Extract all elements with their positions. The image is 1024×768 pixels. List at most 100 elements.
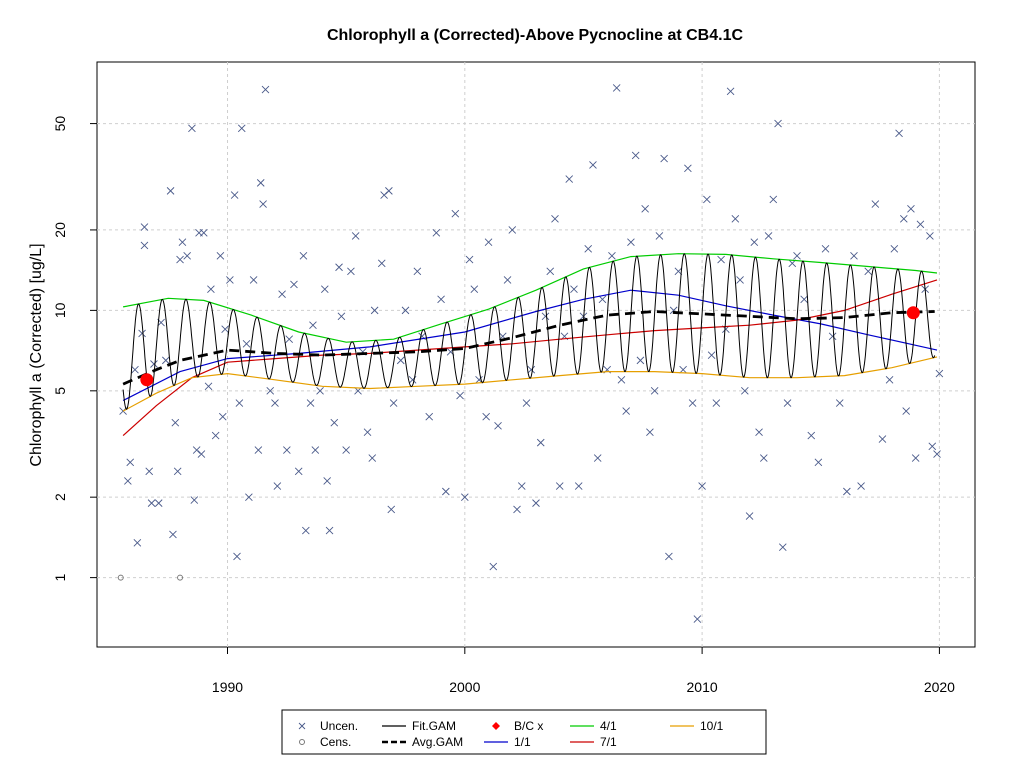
uncensored-point [517, 482, 526, 490]
uncensored-point [536, 438, 545, 447]
uncensored-point [871, 200, 880, 208]
uncensored-point [249, 276, 258, 284]
legend-label: Fit.GAM [412, 719, 456, 733]
uncensored-point [363, 428, 372, 437]
uncensored-point [207, 285, 215, 294]
uncensored-point [769, 195, 778, 204]
uncensored-point [368, 454, 377, 462]
uncensored-point [309, 321, 317, 330]
uncensored-point [693, 615, 702, 623]
uncensored-point [890, 244, 899, 253]
uncensored-point [169, 530, 177, 539]
uncensored-point [850, 252, 858, 260]
y-tick-label: 2 [52, 493, 68, 501]
uncensored-point [330, 418, 339, 427]
uncensored-point [470, 285, 479, 294]
uncensored-point [688, 399, 697, 407]
uncensored-point [793, 252, 801, 260]
uncensored-point [133, 538, 142, 547]
x-tick-label: 2000 [449, 679, 480, 695]
y-tick-label: 20 [52, 222, 68, 238]
uncensored-point [216, 252, 225, 260]
uncensored-point [176, 255, 184, 264]
uncensored-point [199, 229, 208, 237]
uncensored-point [261, 85, 270, 94]
x-tick-label: 2020 [924, 679, 955, 695]
uncensored-point [513, 505, 521, 514]
uncensored-point [320, 285, 329, 294]
uncensored-point [731, 215, 740, 223]
uncensored-point [665, 552, 673, 561]
uncensored-point [593, 454, 602, 462]
uncensored-point [259, 200, 267, 208]
uncensored-point [584, 244, 593, 253]
uncensored-point [351, 232, 360, 240]
axes: 1990 2000 2010 2020 1 2 5 10 20 50 [52, 116, 955, 695]
uncensored-point [717, 255, 725, 264]
uncensored-point [750, 238, 759, 246]
uncensored-point [835, 399, 844, 407]
uncensored-point [437, 295, 445, 304]
uncensored-point [864, 267, 873, 276]
uncensored-point [928, 442, 937, 451]
plot-area-frame [96, 61, 976, 648]
uncensored-point [342, 446, 350, 454]
uncensored-point [278, 290, 286, 298]
uncensored-point [494, 421, 502, 430]
uncensored-point [551, 215, 559, 223]
legend-label: 10/1 [700, 719, 724, 733]
uncensored-point [413, 267, 422, 276]
uncensored-point [183, 252, 191, 260]
legend-label: Uncen. [320, 719, 358, 733]
uncensored-point [335, 263, 343, 272]
uncensored-point [555, 482, 564, 490]
uncensored-point [237, 124, 246, 133]
y-tick-label: 50 [52, 116, 68, 132]
uncensored-point [933, 450, 941, 458]
uncensored-point [814, 458, 823, 467]
uncensored-point [617, 375, 626, 384]
uncensored-point [807, 431, 816, 440]
uncensored-point [899, 215, 908, 223]
season-line-10-1 [122, 356, 938, 412]
uncensored-point [254, 446, 263, 454]
uncensored-point [271, 399, 279, 407]
uncensored-point [878, 435, 887, 443]
uncensored-point [221, 325, 229, 334]
uncensored-point [489, 562, 498, 571]
uncensored-point [508, 226, 517, 234]
uncensored-point [145, 467, 154, 476]
uncensored-point [456, 391, 464, 400]
legend-label: 1/1 [514, 735, 531, 749]
uncensored-point [370, 306, 379, 315]
uncensored-point [245, 493, 253, 501]
uncensored-point [256, 179, 265, 187]
uncensored-point [233, 552, 241, 561]
uncensored-point [387, 505, 396, 514]
uncensored-point [432, 229, 441, 237]
uncensored-point [285, 335, 294, 344]
uncensored-point [266, 387, 275, 395]
data-marks [117, 84, 944, 623]
legend-label: 4/1 [600, 719, 617, 733]
uncensored-point [698, 482, 706, 490]
uncensored-point [916, 220, 925, 229]
uncensored-point [726, 87, 735, 96]
uncensored-point [377, 259, 386, 268]
censored-point [177, 574, 184, 581]
uncensored-point [192, 446, 201, 454]
uncensored-point [755, 428, 763, 437]
legend-label: Cens. [320, 735, 351, 749]
uncensored-point [290, 280, 298, 289]
censored-point [117, 574, 124, 581]
uncensored-point [166, 187, 175, 195]
uncensored-point [783, 399, 792, 407]
uncensored-point [311, 446, 320, 454]
legend-box [281, 709, 767, 755]
uncensored-point [124, 477, 132, 485]
uncensored-point [741, 387, 749, 395]
uncensored-point [631, 151, 640, 160]
uncensored-point [294, 467, 303, 476]
uncensored-point [171, 418, 180, 427]
uncensored-point [703, 195, 711, 204]
